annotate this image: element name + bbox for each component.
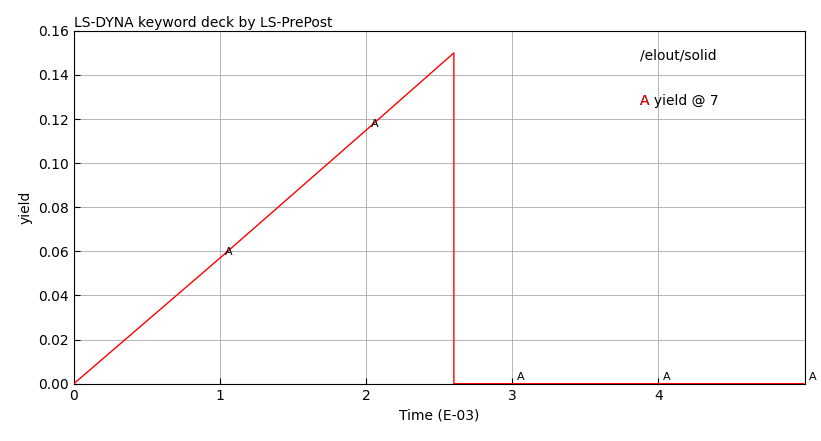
X-axis label: Time (E-03): Time (E-03) [399, 408, 479, 422]
Text: /elout/solid: /elout/solid [640, 49, 717, 63]
Text: A yield @ 7: A yield @ 7 [640, 94, 719, 108]
Text: A: A [809, 372, 817, 382]
Y-axis label: yield: yield [19, 191, 33, 224]
Text: A: A [640, 94, 649, 108]
Text: A: A [370, 119, 378, 129]
Text: A: A [516, 372, 525, 382]
Text: A: A [224, 247, 232, 257]
Text: A: A [663, 372, 671, 382]
Text: LS-DYNA keyword deck by LS-PrePost: LS-DYNA keyword deck by LS-PrePost [74, 16, 333, 30]
